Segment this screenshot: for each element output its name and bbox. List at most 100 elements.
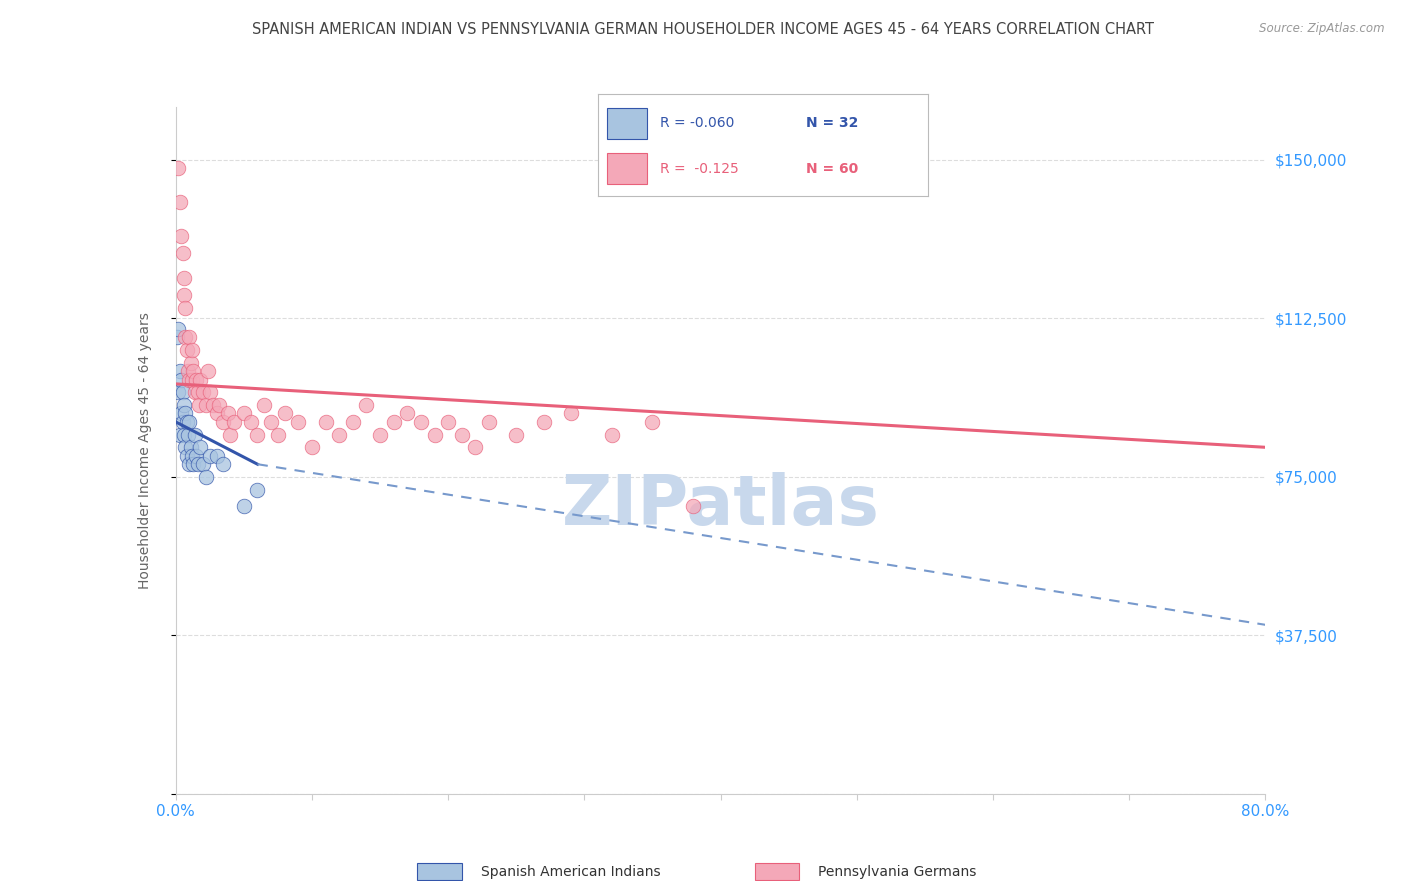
Point	[184, 385, 207, 400]
Point	[180, 440, 202, 454]
Point	[177, 427, 200, 442]
Point	[174, 301, 197, 315]
Point	[172, 245, 194, 260]
Point	[260, 415, 283, 429]
Point	[205, 407, 228, 421]
Point	[169, 195, 191, 210]
Point	[232, 407, 254, 421]
Point	[328, 427, 350, 442]
Point	[173, 271, 195, 285]
Point	[315, 415, 337, 429]
Point	[167, 161, 190, 176]
Point	[170, 229, 193, 244]
Point	[183, 364, 205, 378]
Point	[179, 373, 201, 387]
Point	[396, 407, 419, 421]
Point	[246, 427, 269, 442]
Point	[173, 398, 195, 412]
Point	[600, 427, 623, 442]
Point	[198, 449, 221, 463]
Point	[188, 440, 211, 454]
Point	[191, 457, 214, 471]
Point	[212, 457, 235, 471]
Point	[169, 364, 191, 378]
Text: Spanish American Indians: Spanish American Indians	[481, 865, 661, 880]
Point	[194, 398, 217, 412]
Point	[186, 449, 208, 463]
Point	[167, 385, 190, 400]
Text: Source: ZipAtlas.com: Source: ZipAtlas.com	[1260, 22, 1385, 36]
Point	[187, 398, 209, 412]
Point	[224, 415, 246, 429]
Point	[177, 364, 200, 378]
Text: R = -0.060: R = -0.060	[661, 117, 735, 130]
Point	[478, 415, 501, 429]
Point	[205, 449, 228, 463]
Point	[219, 427, 242, 442]
Point	[170, 373, 193, 387]
Point	[641, 415, 664, 429]
Point	[382, 415, 405, 429]
Point	[186, 385, 209, 400]
Point	[174, 407, 197, 421]
Text: Pennsylvania Germans: Pennsylvania Germans	[818, 865, 977, 880]
Point	[208, 398, 231, 412]
Point	[173, 288, 195, 302]
Point	[167, 322, 190, 336]
Point	[301, 440, 323, 454]
Point	[464, 440, 486, 454]
Point	[682, 500, 704, 514]
Point	[409, 415, 432, 429]
Point	[176, 449, 198, 463]
Point	[176, 343, 198, 357]
Point	[179, 457, 201, 471]
Point	[198, 385, 221, 400]
FancyBboxPatch shape	[607, 108, 647, 139]
FancyBboxPatch shape	[418, 863, 461, 880]
Point	[239, 415, 262, 429]
Point	[232, 500, 254, 514]
Point	[201, 398, 224, 412]
Point	[560, 407, 582, 421]
Point	[170, 407, 193, 421]
Point	[188, 373, 211, 387]
Point	[194, 470, 217, 484]
Point	[191, 385, 214, 400]
Point	[274, 407, 297, 421]
Point	[356, 398, 378, 412]
Point	[181, 373, 204, 387]
Text: R =  -0.125: R = -0.125	[661, 161, 740, 176]
Point	[368, 427, 391, 442]
Point	[253, 398, 276, 412]
Text: SPANISH AMERICAN INDIAN VS PENNSYLVANIA GERMAN HOUSEHOLDER INCOME AGES 45 - 64 Y: SPANISH AMERICAN INDIAN VS PENNSYLVANIA …	[252, 22, 1154, 37]
Point	[176, 415, 198, 429]
Y-axis label: Householder Income Ages 45 - 64 years: Householder Income Ages 45 - 64 years	[138, 312, 152, 589]
Point	[181, 449, 204, 463]
Point	[184, 427, 207, 442]
Point	[180, 356, 202, 370]
Text: N = 60: N = 60	[806, 161, 858, 176]
Point	[169, 427, 191, 442]
Point	[174, 440, 197, 454]
Point	[179, 415, 201, 429]
Point	[533, 415, 555, 429]
Point	[172, 415, 194, 429]
Point	[172, 385, 194, 400]
FancyBboxPatch shape	[755, 863, 799, 880]
Point	[183, 457, 205, 471]
Point	[450, 427, 472, 442]
Point	[174, 330, 197, 344]
Point	[267, 427, 290, 442]
Point	[217, 407, 239, 421]
Point	[173, 427, 195, 442]
Point	[287, 415, 309, 429]
Point	[186, 457, 209, 471]
Point	[181, 343, 204, 357]
Point	[212, 415, 235, 429]
Point	[437, 415, 460, 429]
Point	[342, 415, 364, 429]
Point	[423, 427, 446, 442]
FancyBboxPatch shape	[607, 153, 647, 184]
Point	[166, 330, 188, 344]
Point	[197, 364, 219, 378]
